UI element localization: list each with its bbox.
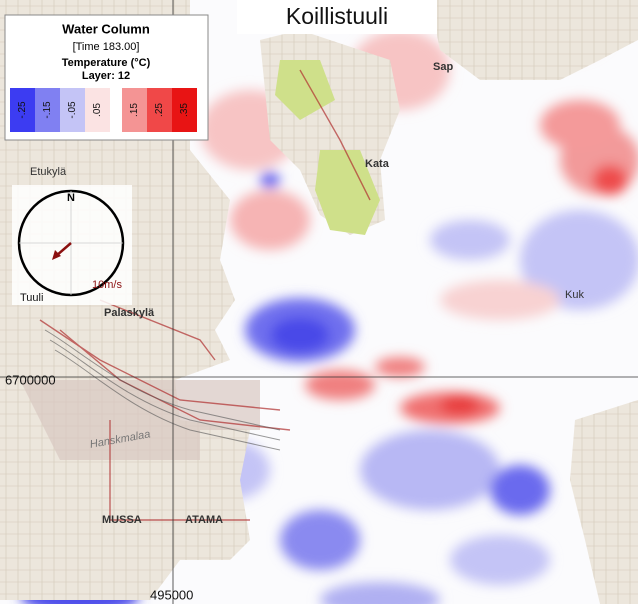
- place-name: ATAMA: [185, 514, 223, 526]
- legend-layer: Layer: 12: [82, 70, 130, 82]
- legend-label: .35: [179, 103, 190, 117]
- northing-label: 6700000: [5, 372, 56, 387]
- legend-swatch: [60, 88, 85, 132]
- easting-label: 495000: [150, 587, 193, 602]
- park: [315, 150, 380, 235]
- legend-swatch: [10, 88, 35, 132]
- compass-north: N: [67, 192, 75, 204]
- place-name: Sap: [433, 61, 453, 73]
- legend-swatch: [85, 88, 110, 132]
- rail: [44, 329, 281, 451]
- legend-label: .25: [154, 103, 165, 117]
- legend-swatch: [172, 88, 197, 132]
- legend-swatch: [122, 88, 147, 132]
- legend-title: Water Column: [62, 21, 150, 36]
- legend-label: .15: [129, 103, 140, 117]
- title-box: [237, 0, 437, 34]
- harbour: [20, 380, 260, 460]
- title: Koillistuuli: [286, 3, 388, 29]
- wind-compass: N 10m/s Tuuli: [12, 185, 132, 305]
- legend-swatches: -.25 -.15 -.05 .05 .15 .25 .35: [10, 88, 197, 132]
- place-name: Kata: [365, 158, 390, 170]
- legend-label: -.05: [67, 101, 78, 119]
- place-name: MUSSA: [102, 514, 142, 526]
- legend-time: [Time 183.00]: [73, 41, 140, 53]
- legend-swatch: [35, 88, 60, 132]
- legend-label: -.15: [42, 101, 53, 119]
- compass-bg: [12, 185, 132, 305]
- place-name: Kuk: [565, 289, 584, 301]
- legend-label: -.25: [17, 101, 28, 119]
- wind-label: Tuuli: [20, 292, 43, 304]
- wind-scale: 10m/s: [92, 279, 122, 291]
- place-name: Etukylä: [30, 166, 67, 178]
- land-east: [570, 400, 638, 604]
- legend-swatch: [147, 88, 172, 132]
- place-name: Palaskylä: [104, 307, 155, 319]
- wind-arrowhead: [52, 250, 61, 260]
- legend-label: .05: [92, 103, 103, 117]
- legend-variable: Temperature (°C): [62, 57, 151, 69]
- land-north: [430, 0, 638, 80]
